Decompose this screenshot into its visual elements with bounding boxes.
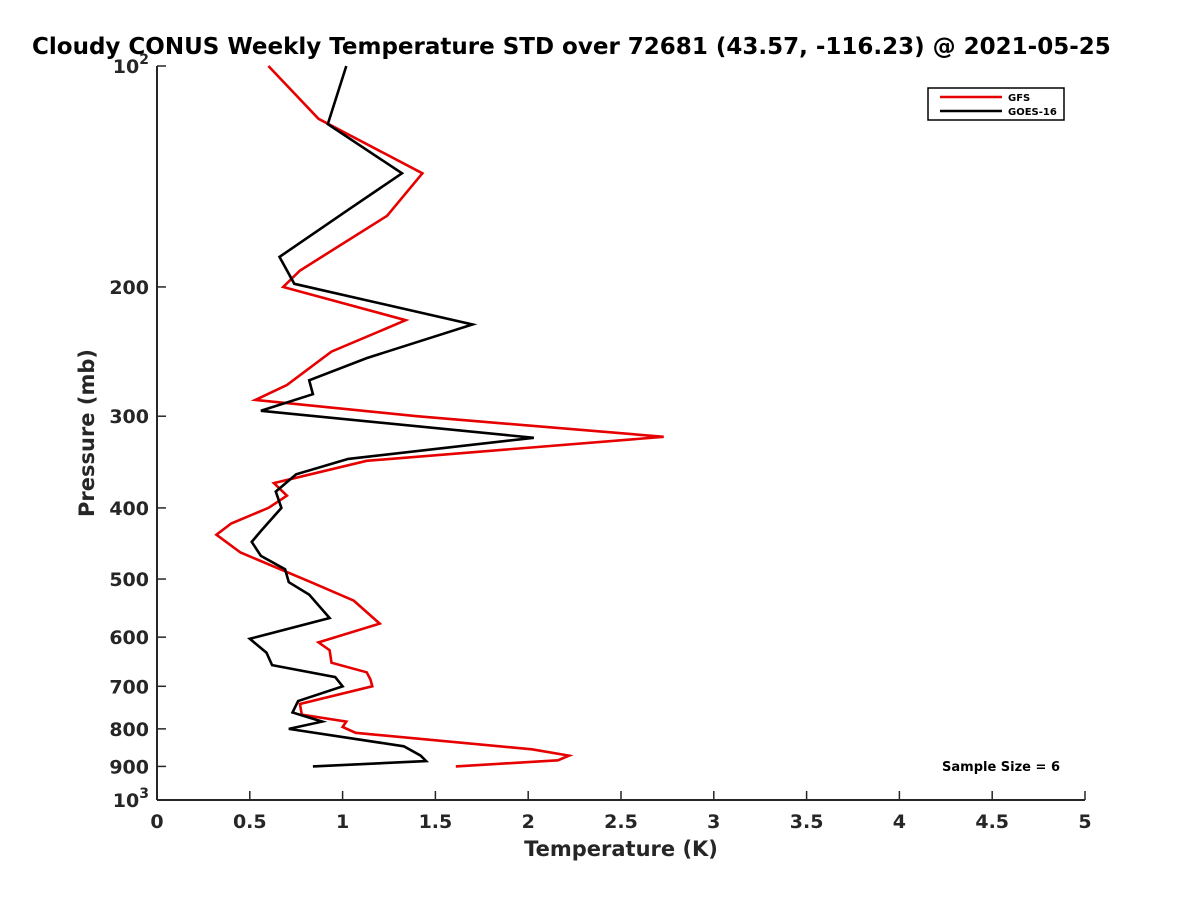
y-tick-label: 900 xyxy=(109,756,149,778)
x-tick-label: 0 xyxy=(150,811,163,833)
y-tick-label: 300 xyxy=(109,406,149,428)
y-axis-label: Pressure (mb) xyxy=(75,349,99,517)
y-axis-ticks: 102 200 300 400 500 600 700 800 900 103 xyxy=(109,52,166,812)
y-tick-label: 103 xyxy=(113,786,149,812)
legend-label-goes-16: GOES-16 xyxy=(1008,107,1057,118)
y-tick-label: 700 xyxy=(109,676,149,698)
legend: GFS GOES-16 xyxy=(927,87,1065,121)
legend-box xyxy=(927,87,1065,121)
x-axis-ticks: 0 0.5 1 1.5 2 2.5 3 3.5 4 4.5 5 xyxy=(150,791,1092,833)
y-tick-label: 600 xyxy=(109,627,149,649)
x-tick-label: 4 xyxy=(893,811,906,833)
y-tick-label: 800 xyxy=(109,719,149,741)
x-tick-label: 0.5 xyxy=(233,811,267,833)
legend-label-gfs: GFS xyxy=(1008,93,1030,104)
x-tick-label: 3.5 xyxy=(790,811,824,833)
x-tick-label: 1.5 xyxy=(419,811,453,833)
x-tick-label: 1 xyxy=(336,811,349,833)
y-tick-label: 200 xyxy=(109,277,149,299)
x-axis-label: Temperature (K) xyxy=(524,837,718,861)
y-tick-label: 400 xyxy=(109,498,149,520)
series-line-gfs xyxy=(214,65,664,768)
chart-title: Cloudy CONUS Weekly Temperature STD over… xyxy=(32,34,1111,60)
series-line-goes-16 xyxy=(247,65,534,768)
x-tick-label: 3 xyxy=(707,811,720,833)
y-tick-label: 500 xyxy=(109,569,149,591)
x-tick-label: 2 xyxy=(522,811,535,833)
series-layer xyxy=(214,65,664,768)
x-tick-label: 4.5 xyxy=(975,811,1009,833)
x-tick-label: 5 xyxy=(1078,811,1091,833)
sample-size-note: Sample Size = 6 xyxy=(942,760,1060,775)
y-tick-label: 102 xyxy=(113,52,149,78)
x-tick-label: 2.5 xyxy=(604,811,638,833)
